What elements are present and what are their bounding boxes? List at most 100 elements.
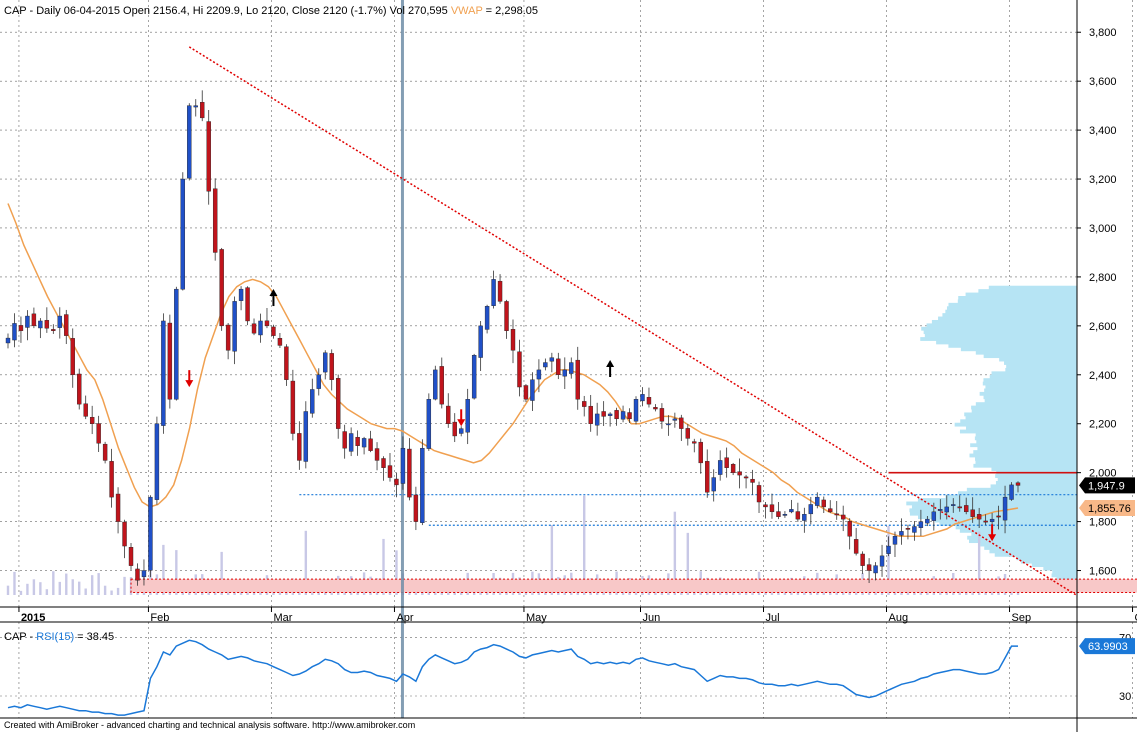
candle-body (1009, 484, 1014, 500)
profile-bar (971, 409, 1077, 413)
volume-bar (977, 531, 981, 595)
arrow-down-head (988, 534, 997, 542)
candle-body (381, 458, 386, 468)
y-tick-label: 1,600 (1089, 566, 1117, 578)
arrow-up-head (269, 289, 278, 297)
volume-bar (686, 532, 690, 595)
profile-bar (960, 419, 1077, 424)
candle-body (446, 405, 451, 424)
volume-bar (110, 590, 113, 595)
profile-bar (939, 522, 1077, 526)
volume-bar (919, 590, 923, 595)
candle-body (951, 504, 956, 506)
volume-bar (395, 550, 398, 595)
volume-bar (6, 585, 10, 595)
candle-body (290, 380, 296, 434)
candle-body (161, 320, 166, 426)
volume-bar (770, 590, 774, 595)
candle-body (310, 389, 315, 414)
profile-bar (948, 343, 1077, 348)
candle-body (510, 329, 516, 351)
volume-bar (39, 582, 42, 595)
candle-body (12, 323, 17, 341)
candle-body (938, 509, 943, 511)
x-tick-label: Jul (766, 612, 780, 624)
x-tick-label: Jun (642, 612, 660, 624)
candle-body (828, 508, 833, 513)
candle-body (368, 438, 373, 451)
candle-body (342, 431, 347, 449)
candle-body (232, 301, 237, 352)
candle-body (238, 288, 244, 301)
profile-bar (974, 436, 1077, 441)
profile-bar (1051, 573, 1077, 578)
candle-body (892, 536, 898, 545)
candle-body (860, 553, 865, 566)
candle-body (666, 423, 671, 426)
profile-bar (921, 326, 1077, 331)
candle-body (575, 359, 580, 400)
x-tick-label: May (526, 612, 547, 624)
header-vwap-value: = 2,298.05 (483, 5, 538, 17)
candle-body (989, 518, 995, 522)
profile-bar (909, 508, 1077, 513)
profile-bar (995, 480, 1077, 485)
candle-body (64, 314, 69, 336)
candle-body (808, 504, 814, 515)
candle-body (556, 358, 561, 375)
rsi-last-tag-label: 63.9903 (1088, 641, 1128, 653)
profile-bar (965, 426, 1077, 430)
candle-body (83, 403, 88, 417)
profile-bar (935, 518, 1077, 523)
profile-bar (980, 542, 1077, 547)
candles (5, 90, 1021, 586)
candle-body (905, 528, 911, 530)
volume-bar (304, 530, 308, 595)
candle-body (834, 513, 839, 516)
volume-bar (550, 525, 554, 595)
candle-body (174, 288, 179, 400)
candle-body (51, 329, 56, 331)
candle-body (109, 461, 114, 498)
candle-body (102, 443, 108, 461)
candle-body (96, 423, 101, 444)
candle-body (135, 568, 140, 581)
profile-bar (911, 504, 1077, 509)
candle-body (89, 416, 95, 424)
profile-bar (1056, 576, 1077, 581)
volume-bar (45, 589, 49, 595)
profile-bar (1016, 556, 1077, 561)
candle-body (426, 399, 432, 449)
candle-body (996, 515, 1001, 518)
rsi-last-tag-box (1079, 638, 1135, 655)
candle-body (692, 441, 697, 444)
candle-body (886, 545, 891, 554)
x-tick-label: Aug (889, 612, 909, 624)
candle-body (633, 399, 639, 422)
current-price-tag-box (1079, 477, 1135, 494)
candle-body (128, 547, 134, 566)
rsi-panel (7, 639, 1018, 716)
candle-body (245, 287, 250, 322)
profile-bar (965, 415, 1077, 420)
candle-body (141, 570, 147, 578)
candle-body (219, 249, 224, 327)
profile-bar (984, 388, 1077, 393)
ma-last-tag-label: 1,855.76 (1088, 503, 1131, 515)
candle-body (284, 346, 289, 380)
header-main: - Daily 06-04-2015 Open 2156.4, Hi 2209.… (26, 5, 450, 17)
candle-body (394, 478, 399, 486)
candle-body (57, 315, 62, 328)
y-tick-label: 2,200 (1089, 419, 1117, 431)
profile-bar (991, 467, 1077, 472)
red-zone (130, 578, 1137, 594)
candle-body (607, 413, 613, 416)
candle-body (685, 428, 691, 439)
candle-body (530, 379, 535, 401)
candle-body (802, 514, 807, 521)
candle-body (912, 526, 917, 533)
profile-bar (1043, 566, 1077, 571)
candle-body (569, 362, 574, 374)
y-tick-label: 3,200 (1089, 174, 1117, 186)
y-tick-label: 2,400 (1089, 370, 1117, 382)
